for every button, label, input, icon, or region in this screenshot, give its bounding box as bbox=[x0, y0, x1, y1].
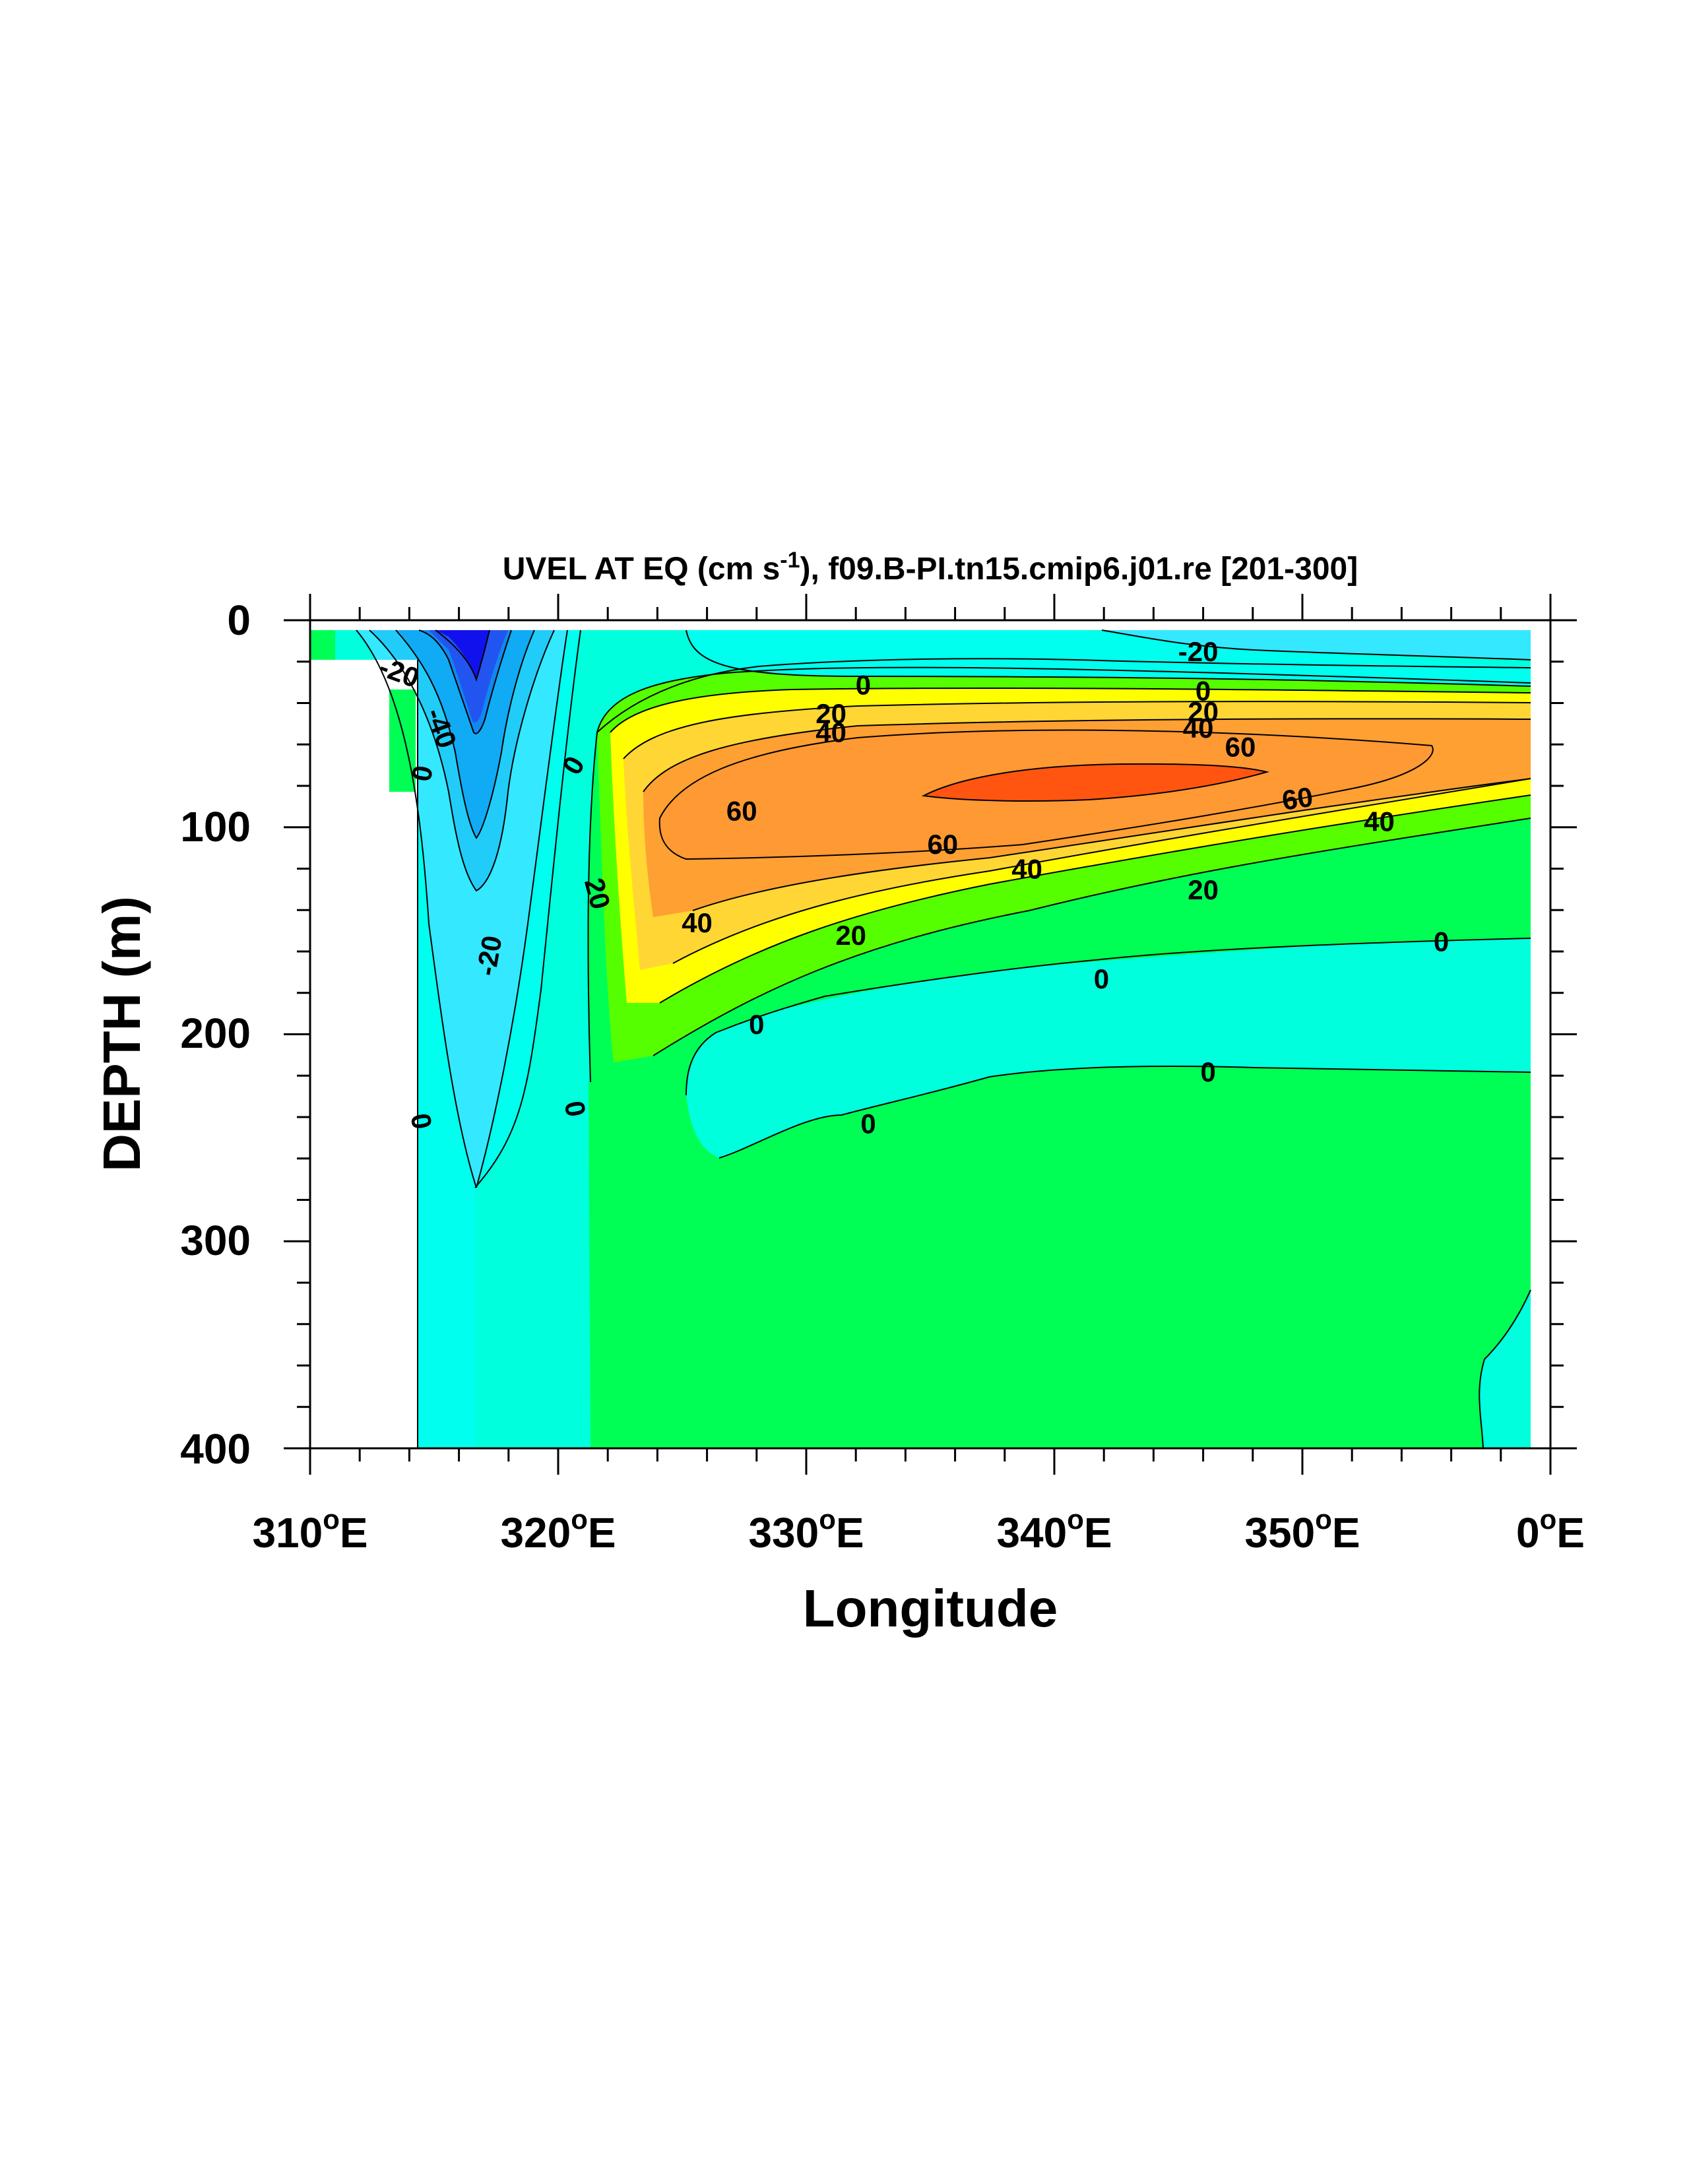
contour-line bbox=[921, 763, 1269, 802]
contour-label: 40 bbox=[1011, 854, 1042, 885]
contour-label: 0 bbox=[1094, 963, 1109, 994]
contour-label: 0 bbox=[1434, 926, 1449, 957]
contour-label: 20 bbox=[1188, 696, 1219, 727]
core-max-region bbox=[924, 763, 1267, 801]
x-tick-labels: 310oE 320oE 330oE 340oE 350oE 0oE bbox=[252, 1504, 1585, 1557]
contour-label: 0 bbox=[1195, 676, 1211, 707]
y-tick-label-100: 100 bbox=[180, 803, 251, 851]
contour-line bbox=[692, 778, 1531, 911]
contour-line bbox=[587, 658, 1531, 1083]
filled-contours bbox=[310, 630, 1531, 1448]
western-boundary-core-region bbox=[435, 630, 490, 680]
surface-m20-region bbox=[1102, 630, 1531, 660]
western-boundary-m40-region bbox=[396, 630, 534, 838]
contour-line bbox=[418, 629, 512, 734]
western-boundary-m20-region bbox=[356, 630, 567, 1188]
contour-line bbox=[474, 629, 581, 1188]
x-tick-label-0: 0oE bbox=[1516, 1504, 1585, 1557]
contour-line bbox=[435, 629, 490, 682]
x-tick-label-330: 330oE bbox=[748, 1504, 864, 1557]
contour-label: 60 bbox=[927, 829, 958, 860]
contour-line bbox=[623, 701, 1531, 759]
contour-line bbox=[356, 629, 477, 1188]
contour-label: 40 bbox=[1183, 713, 1214, 744]
contour-line bbox=[718, 1065, 1531, 1159]
contour-label: 20 bbox=[835, 920, 866, 951]
contour-label: -20 bbox=[470, 933, 508, 978]
y-tick-label-200: 200 bbox=[180, 1010, 251, 1057]
x-tick-label-340: 340oE bbox=[996, 1504, 1112, 1557]
contour-label: -20 bbox=[1178, 636, 1219, 667]
x-tick-label-320: 320oE bbox=[500, 1504, 616, 1557]
contour-label: 40 bbox=[815, 717, 846, 748]
y-tick-label-0: 0 bbox=[227, 596, 251, 644]
contour-line bbox=[476, 629, 568, 1188]
contour-label: 60 bbox=[726, 796, 757, 827]
contour-label: 60 bbox=[1280, 781, 1315, 816]
western-boundary-m60-region bbox=[429, 630, 508, 723]
surface-westward-region bbox=[686, 630, 1531, 686]
x-tick-label-310: 310oE bbox=[252, 1504, 367, 1557]
contour-lines bbox=[356, 629, 1531, 1448]
contour-line bbox=[643, 718, 1531, 792]
contour-line bbox=[685, 938, 1531, 1096]
contour-line bbox=[659, 794, 1531, 1004]
contour-label: 20 bbox=[1188, 874, 1219, 905]
contour-line bbox=[1101, 629, 1531, 660]
contour-label: 0 bbox=[856, 669, 871, 700]
y-tick-label-300: 300 bbox=[180, 1217, 251, 1264]
x-tick-label-350: 350oE bbox=[1244, 1504, 1360, 1557]
contour-label: 40 bbox=[682, 907, 713, 938]
contour-line bbox=[653, 818, 1531, 1056]
y-axis-label: DEPTH (m) bbox=[92, 896, 151, 1172]
chart-title: UVEL AT EQ (cm s-1), f09.B-PI.tn15.cmip6… bbox=[503, 548, 1358, 587]
contour-line bbox=[395, 629, 535, 839]
contour-label: 0 bbox=[860, 1108, 876, 1139]
contour-label: 0 bbox=[749, 1009, 764, 1040]
contour-line bbox=[1479, 1289, 1531, 1448]
shelf-patch-upper bbox=[310, 630, 335, 660]
contour-label: 60 bbox=[1225, 731, 1256, 762]
contour-line bbox=[658, 729, 1434, 860]
axis-ticks bbox=[284, 594, 1577, 1475]
x-axis-label: Longitude bbox=[803, 1579, 1058, 1638]
y-tick-label-400: 400 bbox=[180, 1425, 251, 1473]
contour-line bbox=[596, 666, 1531, 733]
contour-line bbox=[672, 778, 1531, 964]
contour-line bbox=[369, 629, 555, 892]
contour-label: 20 bbox=[815, 698, 846, 729]
y-tick-labels: 0 100 200 300 400 bbox=[180, 596, 251, 1473]
contour-label: 40 bbox=[1364, 806, 1395, 837]
contour-line bbox=[685, 629, 1531, 687]
contour-line bbox=[610, 687, 1531, 733]
contour-label: 0 bbox=[1200, 1056, 1215, 1087]
shelf-patch-lower bbox=[389, 690, 416, 792]
